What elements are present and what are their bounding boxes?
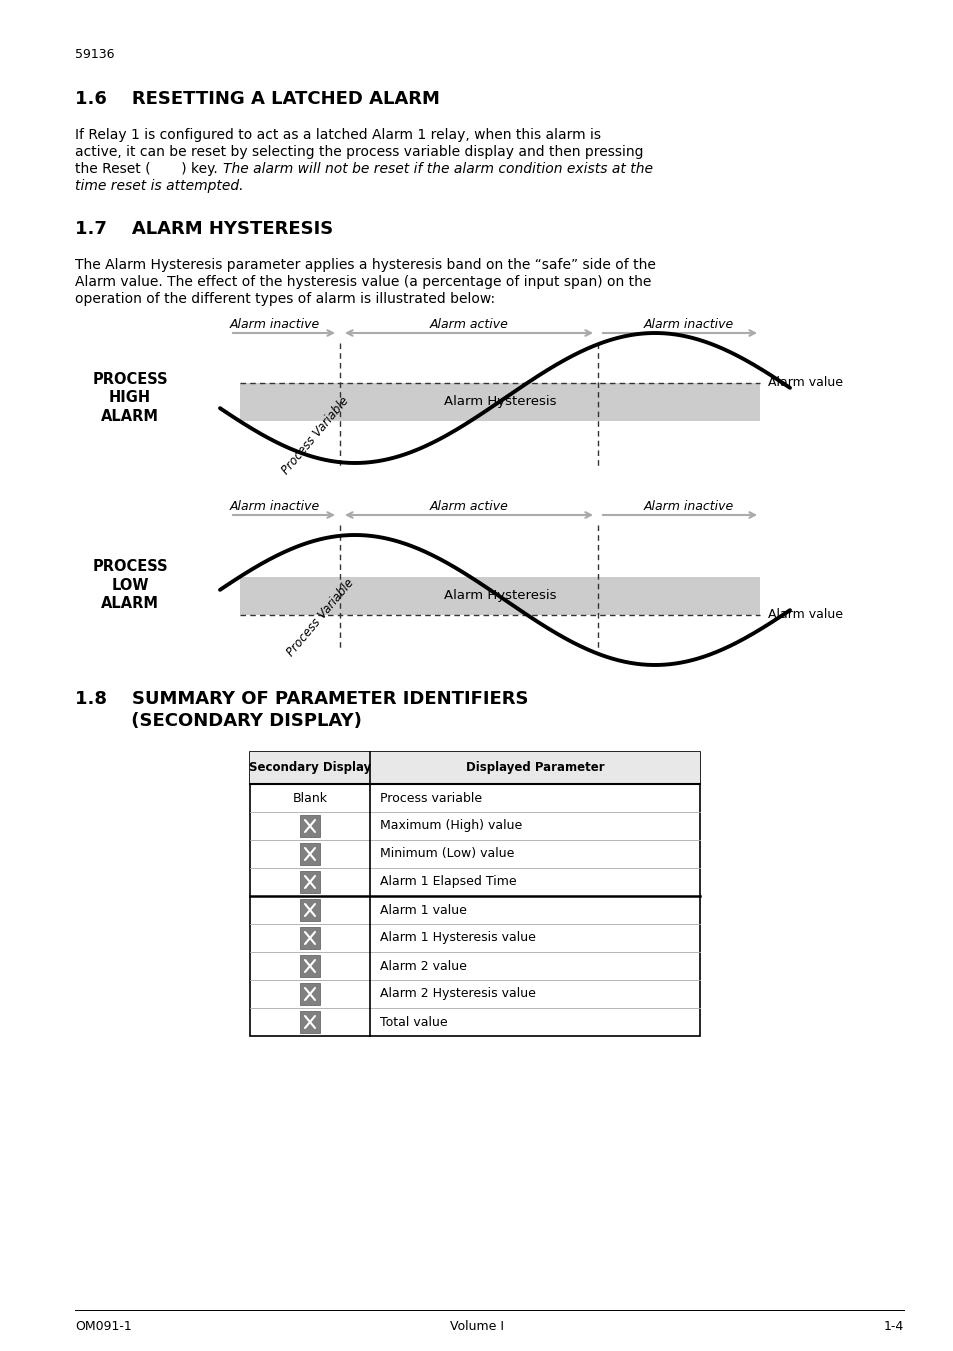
Bar <box>250 753 700 784</box>
Bar <box>240 382 760 422</box>
Bar <box>299 1011 319 1034</box>
Text: Alarm Hysteresis: Alarm Hysteresis <box>443 396 556 408</box>
Text: Alarm value. The effect of the hysteresis value (a percentage of input span) on : Alarm value. The effect of the hysteresi… <box>75 276 651 289</box>
Text: Alarm 2 value: Alarm 2 value <box>379 959 466 973</box>
Bar <box>240 577 760 615</box>
Text: Alarm active: Alarm active <box>429 317 508 331</box>
Bar <box>299 898 319 921</box>
Text: Alarm 1 value: Alarm 1 value <box>379 904 466 916</box>
Text: Alarm active: Alarm active <box>429 500 508 513</box>
Text: Alarm value: Alarm value <box>767 608 842 621</box>
Text: Secondary Display: Secondary Display <box>249 762 371 774</box>
Text: Process Variable: Process Variable <box>284 577 355 659</box>
Text: Alarm inactive: Alarm inactive <box>230 500 320 513</box>
Text: PROCESS
LOW
ALARM: PROCESS LOW ALARM <box>92 559 168 611</box>
Text: Alarm Hysteresis: Alarm Hysteresis <box>443 589 556 603</box>
Text: Alarm inactive: Alarm inactive <box>643 500 734 513</box>
Bar <box>299 927 319 948</box>
Text: The alarm will not be reset if the alarm condition exists at the: The alarm will not be reset if the alarm… <box>223 162 652 176</box>
Text: Maximum (High) value: Maximum (High) value <box>379 820 521 832</box>
Text: Total value: Total value <box>379 1016 447 1028</box>
Text: Alarm 1 Hysteresis value: Alarm 1 Hysteresis value <box>379 931 536 944</box>
Text: Alarm inactive: Alarm inactive <box>643 317 734 331</box>
Text: Alarm 1 Elapsed Time: Alarm 1 Elapsed Time <box>379 875 517 889</box>
Text: 1-4: 1-4 <box>882 1320 903 1333</box>
Bar <box>299 984 319 1005</box>
Text: Alarm value: Alarm value <box>767 377 842 389</box>
Text: 1.8    SUMMARY OF PARAMETER IDENTIFIERS: 1.8 SUMMARY OF PARAMETER IDENTIFIERS <box>75 690 528 708</box>
Text: time reset is attempted.: time reset is attempted. <box>75 178 243 193</box>
Text: Process variable: Process variable <box>379 792 481 804</box>
Bar <box>299 955 319 977</box>
Text: 1.6    RESETTING A LATCHED ALARM: 1.6 RESETTING A LATCHED ALARM <box>75 91 439 108</box>
Text: Minimum (Low) value: Minimum (Low) value <box>379 847 514 861</box>
Text: active, it can be reset by selecting the process variable display and then press: active, it can be reset by selecting the… <box>75 145 643 159</box>
Text: (SECONDARY DISPLAY): (SECONDARY DISPLAY) <box>75 712 361 730</box>
Bar <box>250 753 700 1036</box>
Bar <box>299 843 319 865</box>
Bar <box>299 871 319 893</box>
Text: operation of the different types of alarm is illustrated below:: operation of the different types of alar… <box>75 292 495 305</box>
Text: PROCESS
HIGH
ALARM: PROCESS HIGH ALARM <box>92 372 168 424</box>
Text: The Alarm Hysteresis parameter applies a hysteresis band on the “safe” side of t: The Alarm Hysteresis parameter applies a… <box>75 258 656 272</box>
Text: the Reset (       ) key.: the Reset ( ) key. <box>75 162 222 176</box>
Text: Alarm 2 Hysteresis value: Alarm 2 Hysteresis value <box>379 988 536 1001</box>
Text: 1.7    ALARM HYSTERESIS: 1.7 ALARM HYSTERESIS <box>75 220 333 238</box>
Text: Displayed Parameter: Displayed Parameter <box>465 762 603 774</box>
Text: Volume I: Volume I <box>450 1320 503 1333</box>
Text: Blank: Blank <box>293 792 327 804</box>
Text: 59136: 59136 <box>75 49 114 61</box>
Text: Process Variable: Process Variable <box>278 394 351 477</box>
Text: Alarm inactive: Alarm inactive <box>230 317 320 331</box>
Bar <box>299 815 319 838</box>
Text: OM091-1: OM091-1 <box>75 1320 132 1333</box>
Text: If Relay 1 is configured to act as a latched Alarm 1 relay, when this alarm is: If Relay 1 is configured to act as a lat… <box>75 128 600 142</box>
